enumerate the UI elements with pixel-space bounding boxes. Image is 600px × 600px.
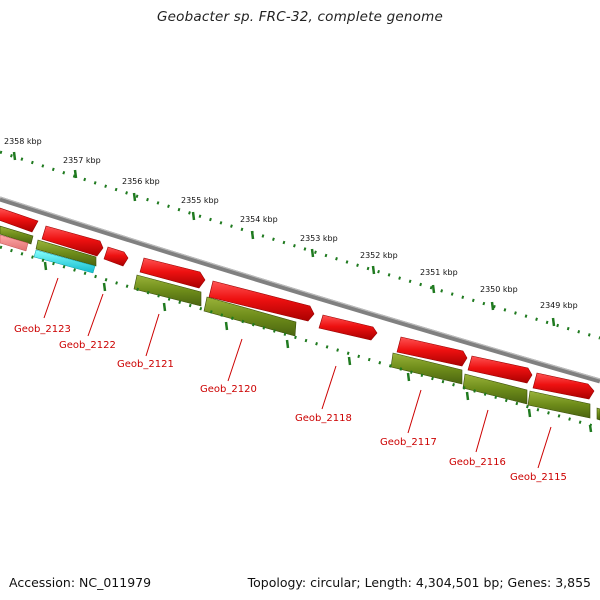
scale-label: 2353 kbp (300, 234, 338, 243)
forward-gene[interactable] (396, 336, 468, 367)
gene-label[interactable]: Geob_2120 (200, 384, 257, 395)
forward-gene[interactable] (208, 280, 315, 322)
leader-line (321, 365, 337, 410)
scale-label: 2349 kbp (540, 301, 578, 310)
map-title: Geobacter sp. FRC-32, complete genome (156, 9, 443, 25)
scale-tick (132, 192, 137, 202)
scale-label: 2352 kbp (360, 251, 398, 260)
reverse-gene[interactable] (596, 407, 600, 421)
forward-gene[interactable] (139, 257, 206, 289)
reverse-gene[interactable] (390, 352, 463, 385)
gene-label[interactable]: Geob_2117 (380, 437, 437, 448)
inner-scale-track (0, 245, 600, 433)
inner-scale-tick (406, 372, 411, 382)
scale-label: 2350 kbp (480, 285, 518, 294)
scale-tick (371, 265, 376, 275)
leader-line (145, 313, 160, 357)
leader-line (407, 389, 422, 434)
genome-backbone (0, 196, 600, 384)
inner-scale-tick (465, 391, 470, 401)
gene-label[interactable]: Geob_2121 (117, 359, 174, 370)
scale-tick (191, 211, 196, 221)
reverse-strand-genes (0, 225, 600, 421)
leader-line (87, 293, 104, 337)
scale-tick (310, 248, 315, 258)
outer-scale-dots (0, 150, 600, 340)
scale-label: 2356 kbp (122, 177, 160, 186)
reverse-gene[interactable] (133, 274, 202, 307)
forward-gene[interactable] (41, 225, 104, 257)
gene-label[interactable]: Geob_2115 (510, 472, 567, 483)
forward-gene[interactable] (532, 372, 595, 400)
gene-label[interactable]: Geob_2122 (59, 340, 116, 351)
forward-gene[interactable] (318, 314, 378, 341)
misc-feature-cyan[interactable] (33, 249, 96, 274)
gene-label[interactable]: Geob_2123 (14, 324, 71, 335)
inner-scale-dots (0, 245, 600, 430)
scale-tick (12, 151, 17, 161)
inner-scale-tick (224, 321, 229, 331)
inner-scale-tick (347, 356, 352, 366)
inner-scale-tick (285, 339, 290, 349)
scale-tick (431, 284, 436, 294)
reverse-gene[interactable] (527, 390, 591, 419)
genome-summary: Topology: circular; Length: 4,304,501 bp… (247, 575, 591, 590)
scale-tick (73, 169, 78, 179)
scale-tick (250, 230, 255, 240)
scale-tick (551, 317, 556, 327)
scale-label: 2355 kbp (181, 196, 219, 205)
leader-line (227, 338, 243, 382)
forward-gene[interactable] (0, 207, 39, 233)
scale-label: 2357 kbp (63, 156, 101, 165)
scale-label: 2358 kbp (4, 137, 42, 146)
gene-label-leaders (43, 277, 552, 469)
gene-label[interactable]: Geob_2116 (449, 457, 506, 468)
inner-scale-tick (588, 424, 593, 433)
leader-line (537, 426, 552, 469)
inner-scale-tick (43, 261, 48, 271)
outer-scale-track (0, 150, 600, 340)
forward-gene[interactable] (103, 246, 129, 267)
reverse-gene[interactable] (0, 225, 34, 245)
accession-label: Accession: NC_011979 (9, 575, 152, 590)
genome-backbone-highlight (0, 196, 600, 380)
scale-label: 2354 kbp (240, 215, 278, 224)
misc-feature-pink[interactable] (0, 234, 29, 252)
leader-line (475, 409, 489, 453)
leader-line (43, 277, 59, 319)
reverse-gene[interactable] (35, 239, 97, 267)
forward-strand-genes (0, 207, 595, 400)
gene-label[interactable]: Geob_2118 (295, 413, 352, 424)
reverse-gene[interactable] (462, 373, 528, 405)
scale-label: 2351 kbp (420, 268, 458, 277)
scale-tick (490, 301, 495, 311)
inner-scale-tick (527, 408, 532, 418)
inner-scale-tick (102, 282, 107, 292)
forward-gene[interactable] (467, 355, 533, 384)
inner-scale-tick (162, 302, 167, 312)
